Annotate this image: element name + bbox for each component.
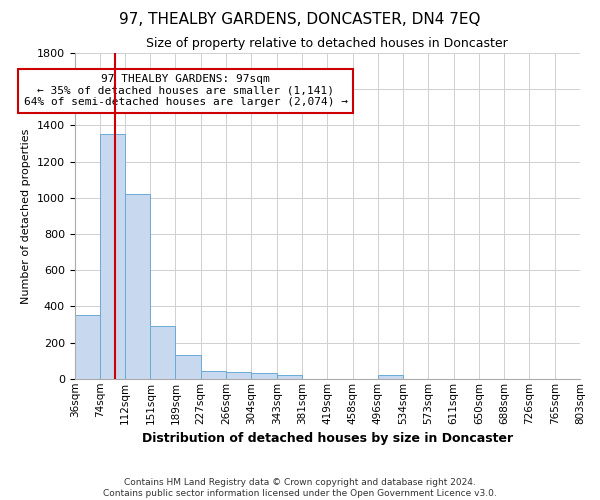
Bar — [151, 326, 175, 379]
X-axis label: Distribution of detached houses by size in Doncaster: Distribution of detached houses by size … — [142, 432, 513, 445]
Bar — [226, 372, 251, 379]
Bar — [200, 371, 226, 379]
Title: Size of property relative to detached houses in Doncaster: Size of property relative to detached ho… — [146, 38, 508, 51]
Text: 97, THEALBY GARDENS, DONCASTER, DN4 7EQ: 97, THEALBY GARDENS, DONCASTER, DN4 7EQ — [119, 12, 481, 28]
Bar — [125, 194, 151, 379]
Y-axis label: Number of detached properties: Number of detached properties — [21, 128, 31, 304]
Text: 97 THEALBY GARDENS: 97sqm
← 35% of detached houses are smaller (1,141)
64% of se: 97 THEALBY GARDENS: 97sqm ← 35% of detac… — [24, 74, 348, 108]
Bar — [251, 374, 277, 379]
Bar — [100, 134, 125, 379]
Bar — [378, 375, 403, 379]
Bar — [175, 355, 200, 379]
Text: Contains HM Land Registry data © Crown copyright and database right 2024.
Contai: Contains HM Land Registry data © Crown c… — [103, 478, 497, 498]
Bar — [74, 314, 100, 379]
Bar — [277, 375, 302, 379]
